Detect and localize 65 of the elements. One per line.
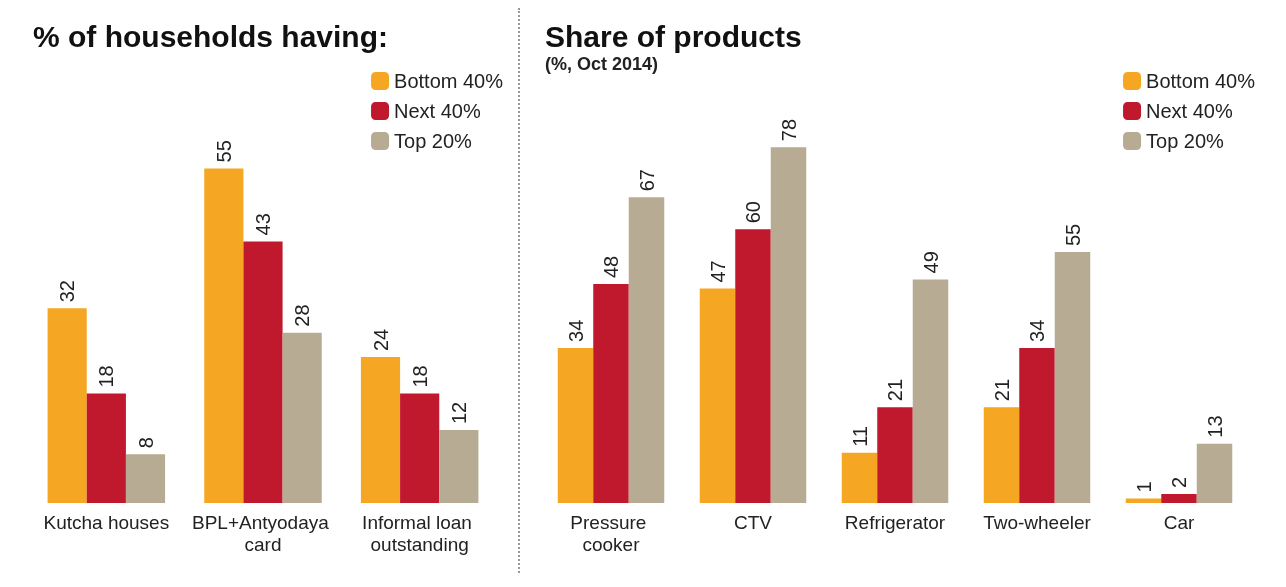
bar bbox=[593, 284, 629, 503]
legend-label: Top 20% bbox=[1146, 130, 1225, 152]
data-label: 55 bbox=[1061, 223, 1084, 247]
data-label: 11 bbox=[848, 426, 871, 447]
data-label: 47 bbox=[706, 260, 729, 283]
x-tick-label: Refrigerator bbox=[844, 511, 946, 533]
bar bbox=[360, 357, 401, 503]
data-label: 18 bbox=[95, 365, 118, 388]
data-label: 8 bbox=[134, 437, 157, 449]
bar bbox=[86, 393, 126, 503]
bar bbox=[439, 430, 479, 503]
data-label: 24 bbox=[369, 328, 392, 351]
chart-subtitle: (%, Oct 2014) bbox=[545, 54, 659, 74]
data-label: 21 bbox=[884, 378, 906, 402]
bar bbox=[877, 407, 913, 503]
bar bbox=[1019, 347, 1055, 503]
bar bbox=[1125, 498, 1162, 503]
data-label: 49 bbox=[919, 251, 942, 274]
data-label: 21 bbox=[990, 378, 1013, 402]
data-label: 78 bbox=[777, 118, 800, 142]
bar bbox=[983, 407, 1020, 503]
bar bbox=[912, 279, 949, 503]
data-label: 28 bbox=[291, 304, 314, 327]
bar bbox=[204, 168, 244, 503]
data-label: 18 bbox=[408, 365, 431, 388]
bar bbox=[628, 197, 665, 503]
data-label: 43 bbox=[252, 213, 274, 236]
legend-label: Next 40% bbox=[1146, 100, 1233, 122]
x-tick-label: CTV bbox=[734, 511, 773, 533]
data-label: 1 bbox=[1132, 481, 1155, 493]
bar bbox=[699, 288, 736, 503]
data-label: 13 bbox=[1203, 415, 1226, 438]
bar bbox=[557, 347, 594, 503]
legend-label: Next 40% bbox=[394, 100, 481, 122]
bar bbox=[1196, 443, 1233, 503]
chart-title: % of households having: bbox=[33, 19, 389, 53]
bar bbox=[282, 332, 322, 503]
x-tick-label: Car bbox=[1163, 511, 1195, 533]
bar bbox=[243, 241, 283, 503]
data-label: 32 bbox=[56, 280, 79, 303]
bar bbox=[1054, 252, 1091, 503]
bar bbox=[735, 229, 771, 503]
legend-label: Bottom 40% bbox=[1146, 70, 1256, 92]
x-tick-label: BPL+Antyodaya card bbox=[191, 511, 335, 555]
data-label: 2 bbox=[1168, 476, 1190, 488]
legend-label: Top 20% bbox=[394, 130, 473, 152]
data-label: 55 bbox=[212, 140, 235, 163]
x-tick-label: Pressure cooker bbox=[570, 511, 652, 555]
data-label: 12 bbox=[447, 401, 470, 424]
x-tick-label: Informal loan outstanding bbox=[362, 511, 478, 555]
legend-label: Bottom 40% bbox=[394, 70, 504, 92]
bar bbox=[770, 147, 807, 503]
bar bbox=[400, 393, 440, 503]
bar bbox=[125, 454, 166, 503]
data-label: 34 bbox=[1026, 319, 1048, 342]
bar bbox=[1161, 493, 1197, 503]
data-label: 67 bbox=[635, 169, 658, 192]
data-label: 34 bbox=[564, 319, 587, 342]
x-tick-label: Two-wheeler bbox=[983, 511, 1092, 533]
data-label: 48 bbox=[600, 255, 622, 278]
x-tick-label: Kutcha houses bbox=[43, 511, 170, 533]
bar bbox=[841, 452, 878, 503]
bar bbox=[47, 308, 87, 503]
chart-title: Share of products bbox=[545, 19, 802, 53]
data-label: 60 bbox=[742, 201, 764, 224]
